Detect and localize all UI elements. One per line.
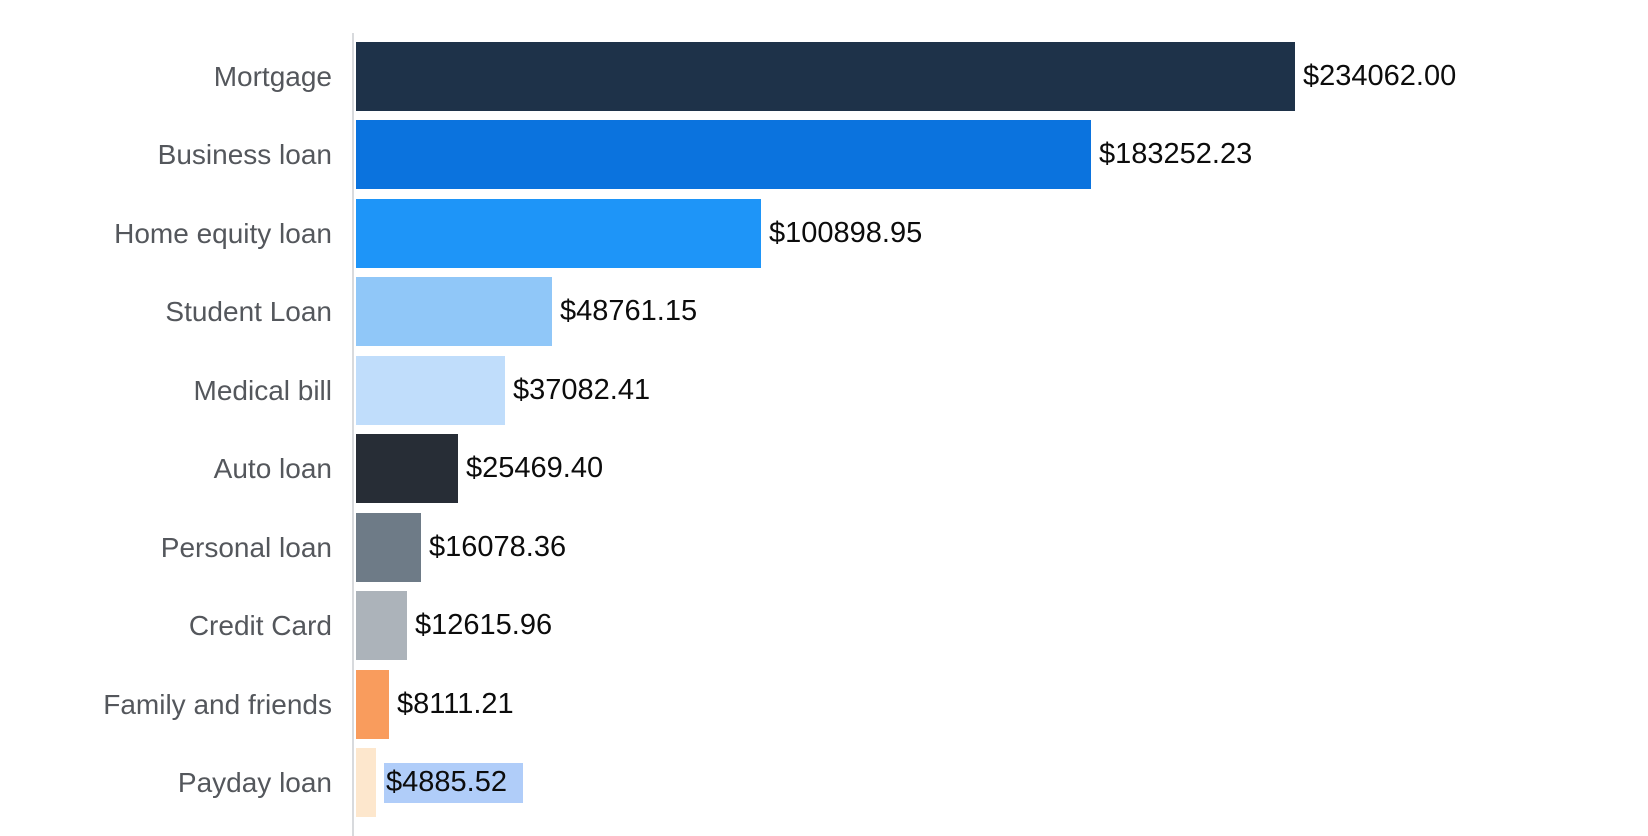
category-label: Credit Card xyxy=(188,609,332,641)
value-label[interactable]: $12615.96 xyxy=(415,591,552,660)
value-label[interactable]: $8111.21 xyxy=(397,670,514,739)
bar-row: Personal loan $16078.36 xyxy=(0,513,1648,582)
bar-row: Home equity loan $100898.95 xyxy=(0,199,1648,268)
bar-row: Student Loan $48761.15 xyxy=(0,277,1648,346)
category-label: Family and friends xyxy=(103,688,332,720)
bar[interactable] xyxy=(356,670,389,739)
category-label: Personal loan xyxy=(160,531,332,563)
value-label[interactable]: $25469.40 xyxy=(466,434,603,503)
bar[interactable] xyxy=(356,42,1295,111)
category-label: Medical bill xyxy=(193,374,333,406)
bar[interactable] xyxy=(356,277,552,346)
value-label[interactable]: $234062.00 xyxy=(1303,42,1456,111)
category-label: Payday loan xyxy=(177,766,332,798)
value-label[interactable]: $48761.15 xyxy=(560,277,697,346)
value-label[interactable]: $183252.23 xyxy=(1099,120,1252,189)
bar-row: Mortgage $234062.00 xyxy=(0,42,1648,111)
value-text: $48761.15 xyxy=(560,295,698,327)
bar[interactable] xyxy=(356,199,761,268)
category-label: Business loan xyxy=(157,138,332,170)
category-label: Mortgage xyxy=(213,60,332,92)
bar[interactable] xyxy=(356,434,458,503)
value-text: $183252.23 xyxy=(1099,138,1253,170)
bar[interactable] xyxy=(356,356,505,425)
y-axis-line xyxy=(352,33,354,836)
bar[interactable] xyxy=(356,120,1091,189)
value-text: $16078.36 xyxy=(429,531,567,563)
bar[interactable] xyxy=(356,591,407,660)
value-text: $234062.00 xyxy=(1303,60,1457,92)
bar[interactable] xyxy=(356,513,421,582)
bar-row: Business loan $183252.23 xyxy=(0,120,1648,189)
bar-row: Medical bill $37082.41 xyxy=(0,356,1648,425)
value-label[interactable]: $37082.41 xyxy=(513,356,650,425)
bar[interactable] xyxy=(356,748,376,817)
value-text: $100898.95 xyxy=(769,217,923,249)
value-label[interactable]: $16078.36 xyxy=(429,513,566,582)
bar-row: Auto loan $25469.40 xyxy=(0,434,1648,503)
value-label[interactable]: $4885.52 xyxy=(384,748,523,817)
value-text: $12615.96 xyxy=(415,609,553,641)
value-text: $37082.41 xyxy=(513,374,651,406)
bar-row: Family and friends $8111.21 xyxy=(0,670,1648,739)
value-text: $25469.40 xyxy=(466,452,604,484)
category-label: Auto loan xyxy=(213,452,332,484)
bar-row: Payday loan $4885.52 xyxy=(0,748,1648,817)
value-text: $8111.21 xyxy=(397,688,514,720)
bar-row: Credit Card $12615.96 xyxy=(0,591,1648,660)
category-label: Student Loan xyxy=(165,295,332,327)
value-label[interactable]: $100898.95 xyxy=(769,199,922,268)
selected-value-text: $4885.52 xyxy=(384,762,523,803)
category-label: Home equity loan xyxy=(114,217,332,249)
